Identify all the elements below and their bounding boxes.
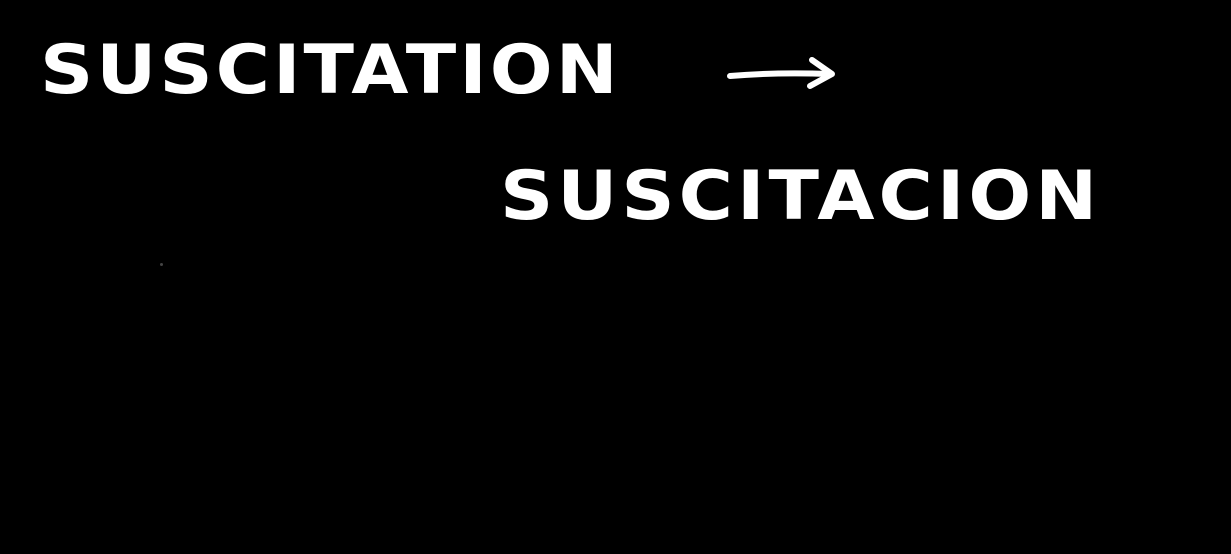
source-word: SUSCITATION — [40, 30, 621, 110]
ink-speck — [160, 263, 163, 266]
target-word: SUSCITACION — [500, 156, 1102, 236]
right-arrow-icon — [727, 57, 835, 89]
